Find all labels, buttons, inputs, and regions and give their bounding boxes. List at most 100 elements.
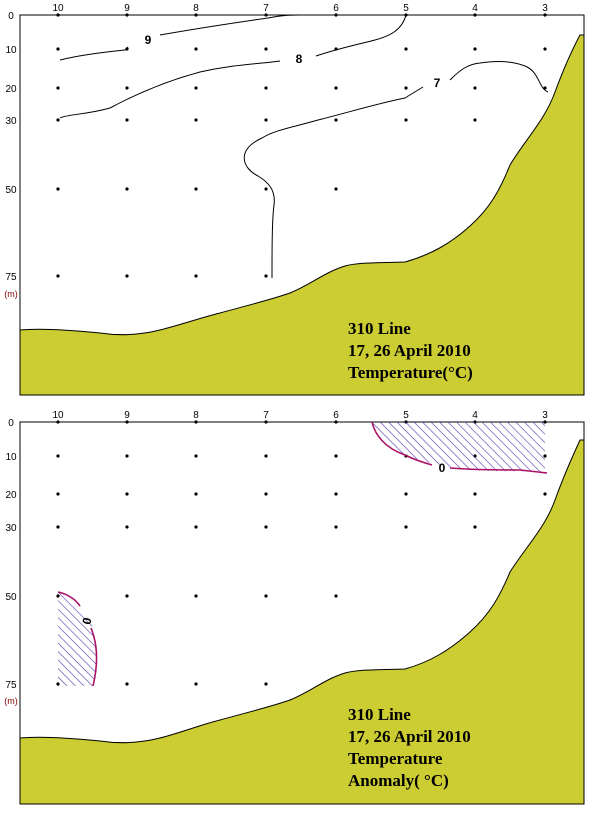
station-dot xyxy=(125,86,129,90)
station-dot xyxy=(264,86,268,90)
contour-label-8: 8 xyxy=(296,52,303,66)
x-tick-label: 8 xyxy=(193,3,199,14)
contour-line-8 xyxy=(59,14,407,119)
station-dot xyxy=(264,118,268,122)
station-dot xyxy=(473,118,477,122)
station-dot xyxy=(125,274,129,278)
panel-title-line: 310 Line xyxy=(348,319,411,338)
x-tick-label: 9 xyxy=(124,3,130,14)
temperature-panel: 10 9 8 7 6 5 4 3 0 10 20 30 50 75 (m) 9 … xyxy=(4,3,585,396)
station-grid xyxy=(56,13,547,278)
y-tick-label: 20 xyxy=(5,490,17,501)
station-dot xyxy=(125,454,129,458)
station-dot xyxy=(56,86,60,90)
station-dot xyxy=(125,492,129,496)
station-dot xyxy=(404,525,408,529)
station-dot xyxy=(264,47,268,51)
station-dot xyxy=(194,47,198,51)
station-dot xyxy=(56,274,60,278)
anomaly-region-top-right xyxy=(372,422,545,472)
y-tick-label: 30 xyxy=(5,523,17,534)
station-dot xyxy=(473,86,477,90)
station-dot xyxy=(473,47,477,51)
station-dot xyxy=(334,118,338,122)
station-dot xyxy=(264,13,268,17)
y-tick-label: 0 xyxy=(8,418,14,429)
station-dot xyxy=(334,13,338,17)
station-dot xyxy=(194,525,198,529)
y-unit-label: (m) xyxy=(4,289,18,299)
station-dot xyxy=(404,86,408,90)
station-dot xyxy=(56,118,60,122)
station-dot xyxy=(334,86,338,90)
station-dot xyxy=(264,420,268,424)
station-dot xyxy=(473,13,477,17)
station-dot xyxy=(56,13,60,17)
x-tick-label: 4 xyxy=(472,3,478,14)
station-dot xyxy=(194,13,198,17)
station-dot xyxy=(194,594,198,598)
station-dot xyxy=(264,525,268,529)
x-tick-label: 6 xyxy=(333,410,339,421)
x-tick-label: 9 xyxy=(124,410,130,421)
y-tick-labels: 0 10 20 30 50 75 (m) xyxy=(4,11,18,299)
station-dot xyxy=(56,454,60,458)
x-tick-label: 5 xyxy=(403,3,409,14)
station-dot xyxy=(194,187,198,191)
station-dot xyxy=(194,682,198,686)
station-dot xyxy=(334,420,338,424)
contour-label-7: 7 xyxy=(434,76,441,90)
station-dot xyxy=(56,525,60,529)
station-dot xyxy=(194,118,198,122)
station-dot xyxy=(334,454,338,458)
station-dot xyxy=(264,454,268,458)
station-dot xyxy=(264,682,268,686)
x-tick-label: 6 xyxy=(333,3,339,14)
seabed-land xyxy=(19,34,585,396)
station-dot xyxy=(56,47,60,51)
station-dot xyxy=(194,86,198,90)
station-dot xyxy=(264,274,268,278)
station-dot xyxy=(56,492,60,496)
station-dot xyxy=(125,187,129,191)
station-dot xyxy=(125,13,129,17)
x-tick-label: 7 xyxy=(263,3,269,14)
station-dot xyxy=(404,118,408,122)
temperature-anomaly-panel: 10 9 8 7 6 5 4 3 0 10 20 30 50 75 (m) 0 … xyxy=(4,410,585,805)
contour-line-9 xyxy=(59,14,301,61)
y-tick-label: 75 xyxy=(5,272,17,283)
anomaly-region-left xyxy=(58,592,97,686)
y-tick-label: 50 xyxy=(5,185,17,196)
station-dot xyxy=(125,420,129,424)
x-tick-label: 3 xyxy=(542,3,548,14)
x-tick-label: 10 xyxy=(52,3,64,14)
anomaly-zero-contour-left xyxy=(57,591,98,687)
station-dot xyxy=(194,492,198,496)
panel-title-line: Anomaly( °C) xyxy=(348,771,449,790)
station-dot xyxy=(334,594,338,598)
panel-title-line: Temperature(°C) xyxy=(348,363,473,382)
station-dot xyxy=(473,525,477,529)
station-dot xyxy=(56,187,60,191)
station-dot xyxy=(473,492,477,496)
station-dot xyxy=(264,492,268,496)
station-dot xyxy=(125,682,129,686)
station-dot xyxy=(194,274,198,278)
station-dot xyxy=(264,187,268,191)
station-dot xyxy=(334,525,338,529)
y-tick-label: 50 xyxy=(5,592,17,603)
station-dot xyxy=(404,47,408,51)
x-tick-labels: 10 9 8 7 6 5 4 3 xyxy=(52,410,548,421)
station-dot xyxy=(543,13,547,17)
contour-label-0: 0 xyxy=(439,461,446,475)
station-dot xyxy=(125,594,129,598)
station-dot xyxy=(334,187,338,191)
station-dot xyxy=(404,492,408,496)
panel-title-line: 17, 26 April 2010 xyxy=(348,341,471,360)
y-tick-label: 10 xyxy=(5,452,17,463)
station-dot xyxy=(194,454,198,458)
station-dot xyxy=(543,492,547,496)
x-tick-label: 4 xyxy=(472,410,478,421)
station-dot xyxy=(264,594,268,598)
